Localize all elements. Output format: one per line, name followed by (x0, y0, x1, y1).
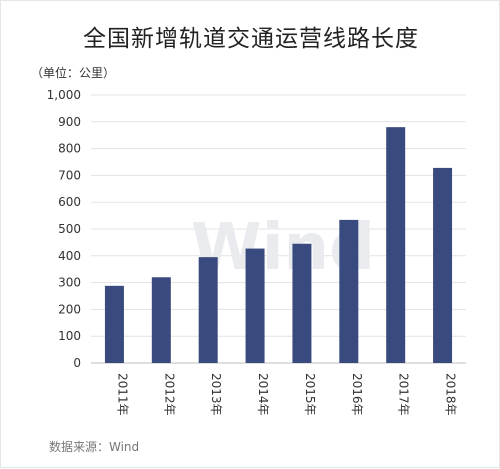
y-tick-label: 200 (58, 302, 81, 316)
bar (198, 257, 218, 363)
chart-title: 全国新增轨道交通运营线路长度 (83, 26, 419, 52)
x-tick-label: 2018年 (444, 373, 458, 416)
x-tick-label: 2011年 (115, 373, 129, 416)
y-tick-label: 1,000 (47, 88, 81, 102)
y-tick-label: 500 (58, 222, 81, 236)
y-tick-label: 300 (58, 276, 81, 290)
source-note: 数据来源：Wind (49, 440, 140, 454)
bar (292, 243, 312, 363)
x-tick-label: 2014年 (256, 373, 270, 416)
y-tick-label: 800 (58, 142, 81, 156)
bar (104, 285, 124, 363)
y-tick-label: 600 (58, 195, 81, 209)
x-tick-label: 2017年 (397, 373, 411, 416)
y-tick-label: 100 (58, 329, 81, 343)
y-tick-label: 400 (58, 249, 81, 263)
y-tick-label: 0 (73, 356, 81, 370)
y-tick-label: 900 (58, 115, 81, 129)
x-tick-label: 2013年 (209, 373, 223, 416)
y-tick-label: 700 (58, 168, 81, 182)
x-tick-label: 2015年 (303, 373, 317, 416)
bar (433, 167, 453, 363)
bar (245, 248, 265, 363)
bar (151, 277, 171, 363)
bar (386, 127, 406, 363)
x-tick-label: 2016年 (350, 373, 364, 416)
bar (339, 219, 359, 363)
x-tick-label: 2012年 (162, 373, 176, 416)
unit-label: （单位：公里） (31, 66, 116, 80)
